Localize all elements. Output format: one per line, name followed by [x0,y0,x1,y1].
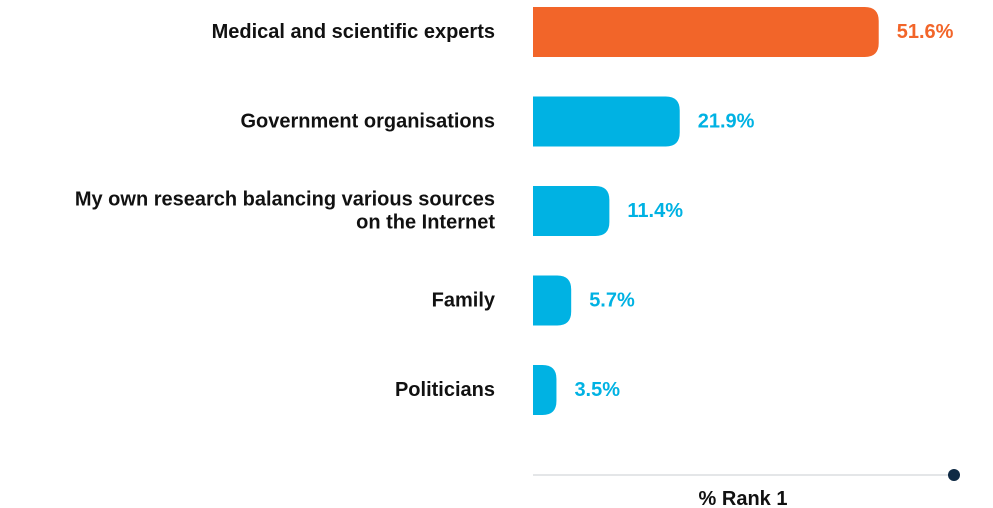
value-label-4: 3.5% [574,379,620,401]
bar-2 [533,186,610,236]
category-labels-group: Medical and scientific experts Government… [75,21,496,401]
x-axis-title: % Rank 1 [699,488,788,508]
x-axis-end-marker [948,469,960,481]
value-label-3: 5.7% [589,290,635,312]
value-label-2: 11.4% [627,200,683,222]
category-label-3: Family [432,290,496,312]
category-label-0: Medical and scientific experts [212,21,495,43]
value-label-1: 21.9% [698,111,755,133]
value-label-0: 51.6% [897,21,954,43]
category-label-2-line-0: My own research balancing various source… [75,189,495,211]
category-label-4: Politicians [395,379,495,401]
category-label-2-line-1: on the Internet [356,212,495,234]
category-label-1: Government organisations [241,111,496,133]
value-labels-group: 51.6% 21.9% 11.4% 5.7% 3.5% [574,21,953,401]
bar-0 [533,7,879,57]
bar-1 [533,96,680,147]
bars-group [533,7,879,415]
bar-3 [533,275,572,326]
bar-4 [533,365,557,415]
